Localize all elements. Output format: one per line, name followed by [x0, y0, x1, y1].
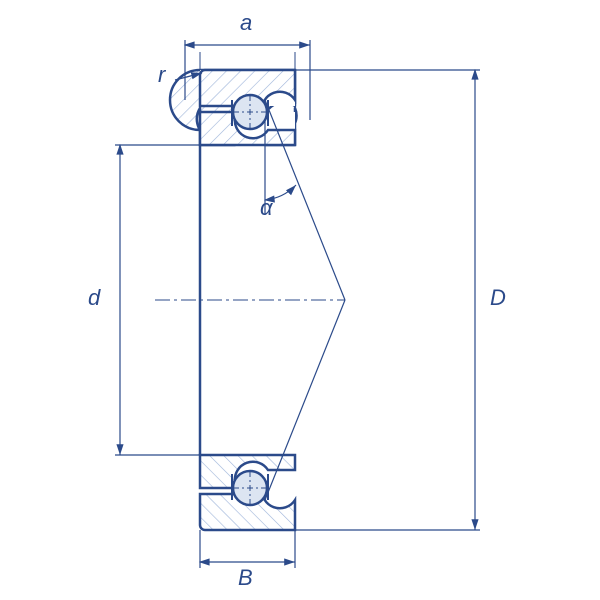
- contact-line-top: [265, 100, 345, 300]
- label-B: B: [238, 565, 253, 591]
- label-a: a: [240, 10, 252, 36]
- label-D: D: [490, 285, 506, 311]
- contact-line-bottom: [265, 300, 345, 500]
- bearing-top-half: [170, 70, 297, 145]
- dimension-B: [200, 530, 295, 568]
- bearing-bottom-half: [200, 455, 295, 530]
- label-d: d: [88, 285, 100, 311]
- label-alpha: α: [260, 195, 273, 221]
- bearing-diagram: a r α d D B: [0, 0, 600, 600]
- label-r: r: [158, 62, 165, 88]
